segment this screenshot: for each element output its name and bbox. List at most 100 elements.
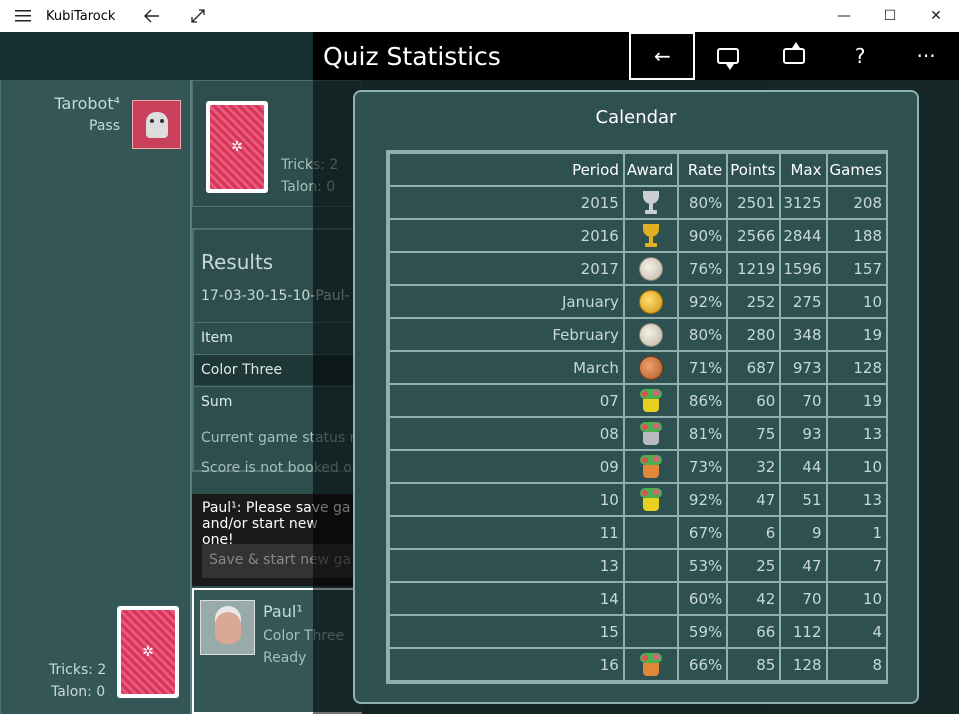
page-title: Quiz Statistics xyxy=(323,41,501,71)
left-player-status: Pass xyxy=(89,118,120,134)
minimize-button[interactable]: — xyxy=(837,8,851,24)
back-button[interactable]: ← xyxy=(629,32,696,80)
more-button[interactable]: ··· xyxy=(916,44,936,68)
max-cell: 70 xyxy=(779,383,828,418)
table-row: 2017 76% 1219 1596 157 xyxy=(388,251,886,286)
games-cell: 188 xyxy=(825,218,886,253)
table-row: 07 86% 60 70 19 xyxy=(388,383,886,418)
points-cell: 60 xyxy=(726,383,782,418)
card-back[interactable] xyxy=(117,606,179,698)
rate-cell: 71% xyxy=(677,350,729,385)
table-row: 15 59% 66 112 4 xyxy=(388,614,886,649)
rate-cell: 86% xyxy=(677,383,729,418)
medal-bronze-icon xyxy=(639,355,664,380)
period-cell: 2015 xyxy=(388,185,625,220)
command-bar: Quiz Statistics ← ? ··· xyxy=(313,32,959,80)
max-cell: 70 xyxy=(779,581,828,616)
period-cell: 16 xyxy=(388,647,625,682)
table-row: 2016 90% 2566 2844 188 xyxy=(388,218,886,253)
points-cell: 42 xyxy=(726,581,782,616)
games-cell: 157 xyxy=(825,251,886,286)
hamburger-icon[interactable] xyxy=(0,0,46,32)
points-cell xyxy=(726,680,782,682)
games-cell: 7 xyxy=(825,548,886,583)
games-cell: 1 xyxy=(825,515,886,550)
rate-cell: 80% xyxy=(677,317,729,352)
period-cell: 07 xyxy=(388,383,625,418)
period-cell: March xyxy=(388,350,625,385)
left-talon: Talon: 0 xyxy=(51,684,106,700)
table-row xyxy=(388,680,886,682)
close-button[interactable]: ✕ xyxy=(930,8,942,24)
column-header: Award xyxy=(622,152,680,187)
maximize-button[interactable]: ☐ xyxy=(883,8,897,24)
games-cell: 10 xyxy=(825,449,886,484)
award-cell xyxy=(622,680,680,682)
statistics-table-container[interactable]: Period Award Rate Points Max Games 2015 8… xyxy=(386,150,888,684)
medal-silver-icon xyxy=(639,322,664,347)
points-cell: 47 xyxy=(726,482,782,517)
rate-cell: 60% xyxy=(677,581,729,616)
back-arrow-icon[interactable] xyxy=(129,0,175,32)
points-cell: 280 xyxy=(726,317,782,352)
games-cell: 19 xyxy=(825,383,886,418)
medal-gold-icon xyxy=(639,289,664,314)
left-player-name: Tarobot⁴ xyxy=(54,94,120,113)
award-cell xyxy=(622,647,680,682)
points-cell: 252 xyxy=(726,284,782,319)
results-file: 17-03-30-15-10-Paul- xyxy=(201,288,350,304)
table-row: 11 67% 6 9 1 xyxy=(388,515,886,550)
games-cell: 208 xyxy=(825,185,886,220)
expand-icon[interactable] xyxy=(175,0,221,32)
card-back[interactable] xyxy=(206,101,268,193)
period-cell: 09 xyxy=(388,449,625,484)
points-cell: 75 xyxy=(726,416,782,451)
statistics-table: Period Award Rate Points Max Games 2015 8… xyxy=(388,152,886,682)
left-tricks: Tricks: 2 xyxy=(49,662,107,678)
award-cell xyxy=(622,482,680,517)
games-cell: 128 xyxy=(825,350,886,385)
card-area: Tricks: 2 Talon: 0 xyxy=(192,80,362,207)
rate-cell: 73% xyxy=(677,449,729,484)
statistics-dialog: Calendar Period Award Rate Points Max Ga… xyxy=(353,90,919,704)
rate-cell: 81% xyxy=(677,416,729,451)
period-cell: 10 xyxy=(388,482,625,517)
rate-cell: 80% xyxy=(677,185,729,220)
column-header: Max xyxy=(779,152,828,187)
bottom-player-name: Paul¹ xyxy=(263,602,303,621)
table-header-row: Period Award Rate Points Max Games xyxy=(388,152,886,187)
award-cell xyxy=(622,317,680,352)
rate-cell: 92% xyxy=(677,284,729,319)
points-cell: 25 xyxy=(726,548,782,583)
table-row: February 80% 280 348 19 xyxy=(388,317,886,352)
flower-pot-yellow-icon xyxy=(639,487,663,512)
award-cell xyxy=(622,284,680,319)
award-cell xyxy=(622,515,680,550)
table-row: 16 66% 85 128 8 xyxy=(388,647,886,682)
tray-up-icon[interactable] xyxy=(761,32,827,80)
points-cell: 2566 xyxy=(726,218,782,253)
games-cell: 8 xyxy=(825,647,886,682)
max-cell: 973 xyxy=(779,350,828,385)
tray-down-icon[interactable] xyxy=(695,32,761,80)
max-cell: 51 xyxy=(779,482,828,517)
flower-pot-silver-icon xyxy=(639,421,663,446)
rate-cell: 53% xyxy=(677,548,729,583)
help-button[interactable]: ? xyxy=(854,44,866,68)
column-header: Period xyxy=(388,152,625,187)
period-cell: 2016 xyxy=(388,218,625,253)
rate-cell: 90% xyxy=(677,218,729,253)
award-cell xyxy=(622,548,680,583)
table-row: 10 92% 47 51 13 xyxy=(388,482,886,517)
period-cell: 15 xyxy=(388,614,625,649)
max-cell: 93 xyxy=(779,416,828,451)
table-row: 13 53% 25 47 7 xyxy=(388,548,886,583)
period-cell: 2017 xyxy=(388,251,625,286)
table-body: 2015 80% 2501 3125 208 2016 90% 2566 2844 188 2017… xyxy=(388,185,886,682)
points-cell: 66 xyxy=(726,614,782,649)
table-row: 08 81% 75 93 13 xyxy=(388,416,886,451)
table-row: 2015 80% 2501 3125 208 xyxy=(388,185,886,220)
max-cell: 9 xyxy=(779,515,828,550)
app-title: KubiTarock xyxy=(46,8,116,24)
max-cell: 348 xyxy=(779,317,828,352)
